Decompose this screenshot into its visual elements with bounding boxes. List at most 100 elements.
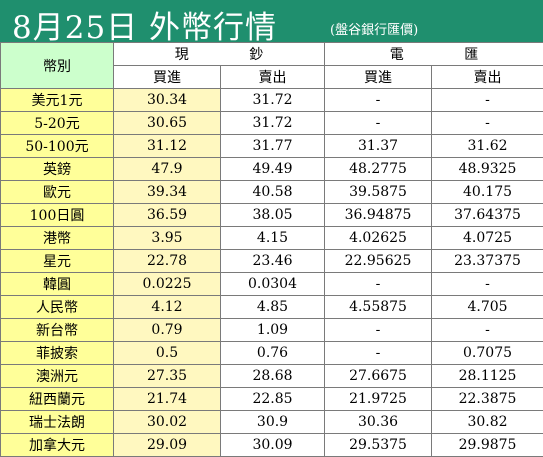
tt-sell-cell: 40.175 bbox=[432, 181, 543, 204]
cash-sell-header: 賣出 bbox=[221, 66, 325, 89]
cash-buy-cell: 47.9 bbox=[114, 158, 221, 181]
cash-sell-cell: 30.09 bbox=[221, 434, 325, 457]
currency-column-header: 幣別 bbox=[1, 43, 114, 89]
cash-buy-cell: 0.79 bbox=[114, 319, 221, 342]
cash-buy-cell: 0.0225 bbox=[114, 273, 221, 296]
cash-sell-cell: 4.15 bbox=[221, 227, 325, 250]
cash-sell-cell: 28.68 bbox=[221, 365, 325, 388]
tt-sell-cell: 23.37375 bbox=[432, 250, 543, 273]
cash-buy-cell: 30.34 bbox=[114, 89, 221, 112]
cash-buy-cell: 29.09 bbox=[114, 434, 221, 457]
tt-sell-cell: - bbox=[432, 89, 543, 112]
tt-sell-cell: - bbox=[432, 319, 543, 342]
cash-sell-cell: 23.46 bbox=[221, 250, 325, 273]
tt-sell-cell: 31.62 bbox=[432, 135, 543, 158]
cash-sell-cell: 1.09 bbox=[221, 319, 325, 342]
tt-sell-cell: 37.64375 bbox=[432, 204, 543, 227]
tt-buy-cell: 4.02625 bbox=[325, 227, 432, 250]
tt-buy-cell: - bbox=[325, 89, 432, 112]
cash-buy-cell: 31.12 bbox=[114, 135, 221, 158]
currency-name-cell: 歐元 bbox=[1, 181, 114, 204]
tt-buy-cell: 39.5875 bbox=[325, 181, 432, 204]
currency-name-cell: 澳洲元 bbox=[1, 365, 114, 388]
cash-buy-cell: 36.59 bbox=[114, 204, 221, 227]
cash-sell-cell: 0.76 bbox=[221, 342, 325, 365]
tt-buy-cell: - bbox=[325, 342, 432, 365]
currency-name-cell: 100日圓 bbox=[1, 204, 114, 227]
tt-sell-cell: 4.0725 bbox=[432, 227, 543, 250]
cash-sell-cell: 31.77 bbox=[221, 135, 325, 158]
currency-name-cell: 瑞士法朗 bbox=[1, 411, 114, 434]
tt-buy-cell: 48.2775 bbox=[325, 158, 432, 181]
cash-sell-cell: 38.05 bbox=[221, 204, 325, 227]
tt-buy-cell: 29.5375 bbox=[325, 434, 432, 457]
tt-buy-cell: 4.55875 bbox=[325, 296, 432, 319]
fx-rate-board: 8月25日 外幣行情 (盤谷銀行匯價) 幣別 現 鈔 電 匯 買進 賣出 買進 … bbox=[0, 0, 543, 444]
tt-buy-cell: 31.37 bbox=[325, 135, 432, 158]
cash-buy-cell: 4.12 bbox=[114, 296, 221, 319]
tt-sell-cell: 30.82 bbox=[432, 411, 543, 434]
tt-sell-cell: 22.3875 bbox=[432, 388, 543, 411]
currency-name-cell: 紐西蘭元 bbox=[1, 388, 114, 411]
tt-buy-cell: 22.95625 bbox=[325, 250, 432, 273]
currency-name-cell: 菲披索 bbox=[1, 342, 114, 365]
tt-buy-cell: - bbox=[325, 273, 432, 296]
tt-sell-cell: 29.9875 bbox=[432, 434, 543, 457]
currency-name-cell: 加拿大元 bbox=[1, 434, 114, 457]
cash-buy-cell: 0.5 bbox=[114, 342, 221, 365]
page-subtitle: (盤谷銀行匯價) bbox=[330, 19, 418, 38]
cash-sell-cell: 31.72 bbox=[221, 89, 325, 112]
page-title: 8月25日 外幣行情 bbox=[12, 2, 277, 47]
tt-sell-cell: - bbox=[432, 273, 543, 296]
title-bar: 8月25日 外幣行情 (盤谷銀行匯價) bbox=[0, 0, 543, 43]
cash-sell-cell: 0.0304 bbox=[221, 273, 325, 296]
tt-sell-cell: 28.1125 bbox=[432, 365, 543, 388]
tt-buy-cell: 21.9725 bbox=[325, 388, 432, 411]
cash-buy-cell: 21.74 bbox=[114, 388, 221, 411]
tt-sell-cell: 0.7075 bbox=[432, 342, 543, 365]
tt-sell-cell: 48.9325 bbox=[432, 158, 543, 181]
tt-buy-cell: - bbox=[325, 319, 432, 342]
cash-sell-cell: 22.85 bbox=[221, 388, 325, 411]
tt-sell-cell: - bbox=[432, 112, 543, 135]
currency-name-cell: 新台幣 bbox=[1, 319, 114, 342]
cash-sell-cell: 4.85 bbox=[221, 296, 325, 319]
currency-name-cell: 星元 bbox=[1, 250, 114, 273]
cash-sell-cell: 30.9 bbox=[221, 411, 325, 434]
currency-name-cell: 50-100元 bbox=[1, 135, 114, 158]
cash-buy-cell: 30.02 bbox=[114, 411, 221, 434]
currency-name-cell: 英鎊 bbox=[1, 158, 114, 181]
tt-buy-cell: 30.36 bbox=[325, 411, 432, 434]
cash-buy-cell: 22.78 bbox=[114, 250, 221, 273]
currency-name-cell: 5-20元 bbox=[1, 112, 114, 135]
currency-name-cell: 人民幣 bbox=[1, 296, 114, 319]
cash-buy-cell: 27.35 bbox=[114, 365, 221, 388]
tt-sell-cell: 4.705 bbox=[432, 296, 543, 319]
currency-name-cell: 美元1元 bbox=[1, 89, 114, 112]
cash-group-header: 現 鈔 bbox=[114, 43, 325, 66]
tt-buy-cell: 36.94875 bbox=[325, 204, 432, 227]
tt-buy-cell: - bbox=[325, 112, 432, 135]
cash-buy-cell: 3.95 bbox=[114, 227, 221, 250]
cash-sell-cell: 40.58 bbox=[221, 181, 325, 204]
cash-sell-cell: 49.49 bbox=[221, 158, 325, 181]
cash-buy-cell: 39.34 bbox=[114, 181, 221, 204]
header-row-top: 幣別 現 鈔 電 匯 bbox=[1, 43, 543, 66]
